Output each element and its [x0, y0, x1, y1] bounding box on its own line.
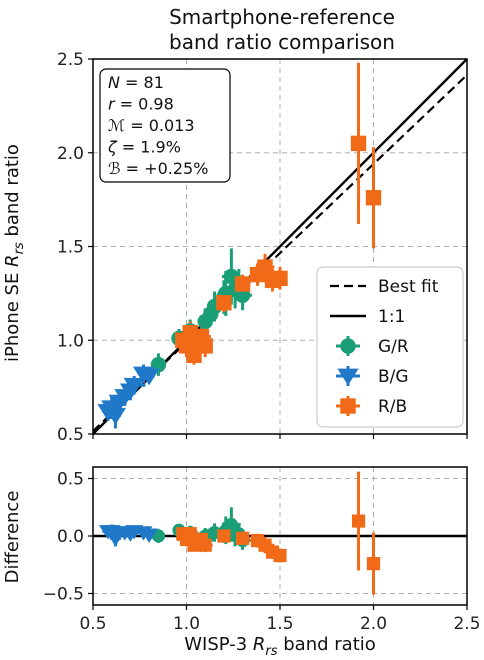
y-axis-label-bottom: Difference [2, 491, 23, 584]
data-point [197, 338, 213, 354]
x-axis-label: WISP-3 Rrs band ratio [184, 634, 376, 659]
chart-title: Smartphone-reference band ratio comparis… [169, 5, 395, 54]
y-tick-label: 2.0 [57, 144, 84, 164]
stats-value: = +0.25% [121, 159, 209, 178]
title-line-2: band ratio comparison [169, 30, 395, 54]
y-axis-label-top: iPhone SE Rrs band ratio [2, 144, 27, 362]
data-point [203, 306, 219, 322]
stats-line: ℳ = 0.013 [108, 116, 195, 135]
legend-marker [337, 368, 359, 386]
difference-tick-label: 0.5 [57, 470, 84, 490]
y-tick-label: 1.5 [57, 238, 84, 258]
legend-label: Best fit [378, 277, 439, 297]
legend-marker [340, 398, 356, 414]
difference-point [236, 531, 250, 545]
data-point [350, 135, 367, 152]
stats-symbol: r [108, 95, 116, 114]
data-point [365, 190, 382, 206]
stats-line: r = 0.98 [108, 95, 174, 114]
x-tick-label: 1.5 [266, 614, 293, 634]
stats-value: = 1.9% [117, 138, 181, 157]
x-tick-label: 0.5 [79, 614, 106, 634]
data-point [138, 368, 160, 386]
difference-tick-label: −0.5 [43, 585, 84, 605]
stats-symbol: ℬ [108, 159, 121, 178]
bottom-markers [98, 514, 381, 571]
stats-symbol: ζ [107, 138, 118, 157]
y-tick-label: 2.5 [57, 50, 84, 70]
stats-value: = 0.98 [115, 95, 174, 114]
difference-point [351, 514, 366, 528]
legend-frame [316, 266, 464, 428]
legend-marker [340, 338, 356, 354]
stats-value: = 0.013 [125, 116, 194, 135]
data-point [216, 295, 232, 311]
y-tick-label: 1.0 [57, 331, 84, 351]
stats-line: N = 81 [108, 73, 164, 92]
stats-box-frame [99, 68, 231, 183]
legend-label: G/R [378, 337, 409, 357]
stats-symbol: N [108, 73, 120, 92]
stats-line: ζ = 1.9% [107, 138, 181, 157]
data-point [104, 407, 126, 425]
top-markers [97, 135, 382, 425]
data-point [150, 356, 167, 373]
difference-point [366, 557, 381, 571]
difference-point [273, 548, 287, 563]
difference-point [217, 529, 231, 543]
difference-point [140, 528, 159, 543]
x-tick-label: 2.0 [360, 614, 387, 634]
legend-label: 1:1 [378, 307, 405, 327]
stats-value: = 81 [120, 73, 164, 92]
data-point [272, 270, 288, 287]
title-line-1: Smartphone-reference [169, 5, 395, 29]
legend: Best fit 1:1 G/R B/G R/B [316, 266, 464, 428]
data-point [257, 259, 273, 275]
data-point [234, 276, 251, 292]
stats-line: ℬ = +0.25% [108, 159, 208, 178]
legend-label: B/G [378, 367, 409, 387]
data-point [123, 377, 145, 395]
tick-labels: 0.5 1.0 1.5 2.0 2.5 0.5 1.0 1.5 2.0 2.5 −0.5 0.0 0.5 [43, 50, 481, 634]
y-tick-label: 0.5 [57, 425, 84, 445]
legend-label: R/B [378, 397, 407, 417]
x-tick-label: 1.0 [173, 614, 200, 634]
x-tick-label: 2.5 [453, 614, 480, 634]
difference-tick-label: 0.0 [57, 527, 84, 547]
stats-symbol: ℳ [108, 116, 125, 135]
difference-point [198, 538, 212, 552]
